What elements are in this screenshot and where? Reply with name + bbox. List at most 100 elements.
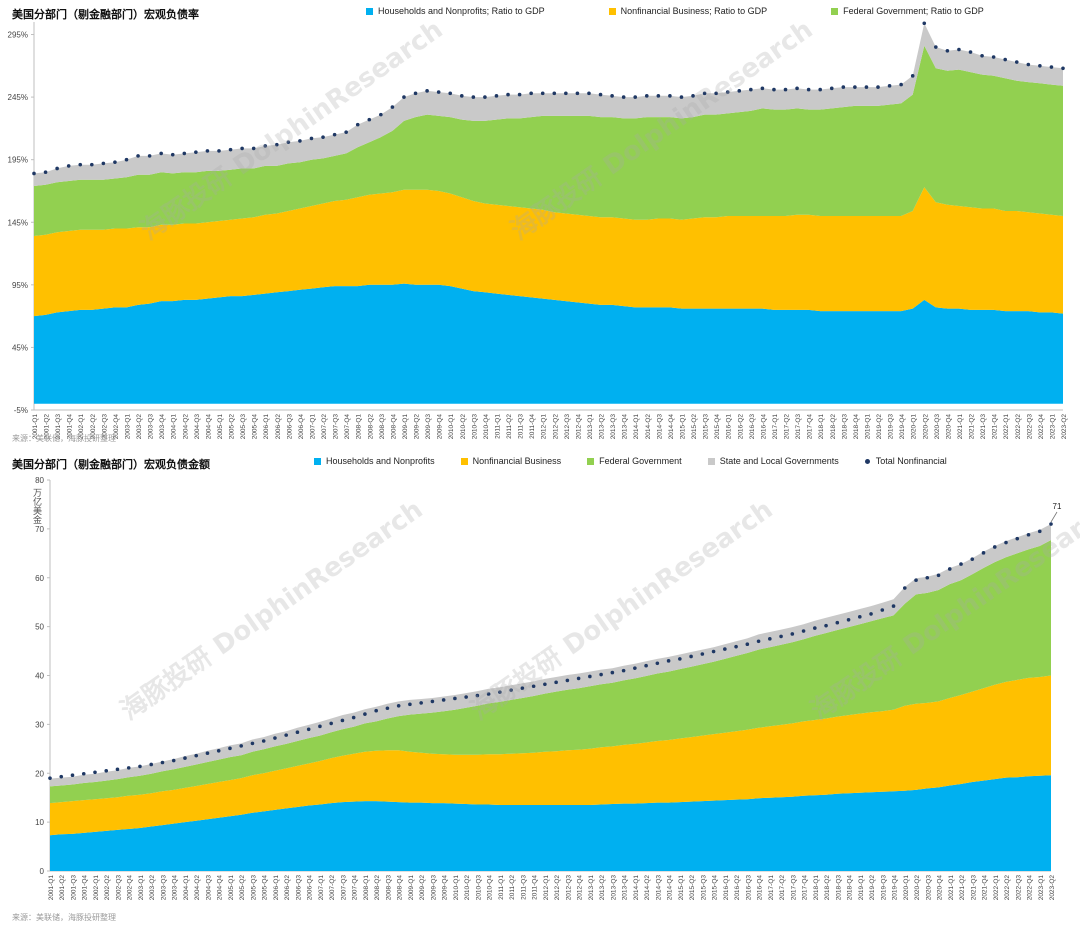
total-marker [689,654,693,659]
x-tick-label: 2015-Q2 [689,875,696,901]
total-marker [1015,536,1020,541]
x-tick-label: 2002-Q2 [104,875,111,901]
x-tick-label: 2002-Q1 [78,414,85,440]
legend-label: Total Nonfinancial [875,456,947,466]
x-tick-label: 2022-Q2 [1004,875,1011,901]
y-tick-label: 70 [35,525,44,534]
total-marker [385,706,390,711]
total-marker [298,139,302,143]
x-tick-label: 2022-Q4 [1027,875,1034,901]
total-marker [598,92,603,97]
x-tick-label: 2014-Q2 [644,875,651,901]
x-tick-label: 2003-Q4 [172,875,179,901]
legend-label: Nonfinancial Business [472,456,562,466]
y-tick-label: 80 [35,476,44,485]
x-tick-label: 2016-Q3 [749,414,756,440]
total-marker [1061,66,1065,71]
total-marker [957,47,961,52]
total-marker [968,50,973,54]
area-households-and-nonprofits-ratio-to-gdp [34,283,1063,404]
total-marker [464,695,468,699]
total-marker [876,85,880,89]
total-marker [910,74,915,78]
legend-swatch [831,7,839,15]
x-tick-label: 2012-Q1 [541,414,548,440]
x-tick-label: 2015-Q4 [712,875,719,901]
x-tick-label: 2013-Q1 [587,414,594,440]
total-marker [453,696,457,701]
total-marker [425,89,429,93]
x-tick-label: 2021-Q4 [992,414,999,440]
x-tick-label: 2008-Q4 [397,875,404,901]
y-axis-unit: 万亿美金 [31,488,41,524]
x-tick-label: 2009-Q2 [414,414,421,440]
total-marker [286,140,291,144]
total-marker [768,637,772,641]
total-marker [869,612,873,616]
total-marker [475,693,480,698]
total-marker [700,652,705,656]
total-marker [575,91,580,96]
x-tick-label: 2009-Q4 [442,875,449,901]
total-marker [914,578,918,582]
x-tick-label: 2010-Q4 [483,414,490,440]
x-tick-label: 2017-Q3 [790,875,797,901]
x-tick-label: 2001-Q4 [67,414,74,440]
x-tick-label: 2003-Q2 [149,875,156,901]
x-tick-label: 2017-Q1 [768,875,775,901]
x-tick-label: 2015-Q3 [700,875,707,901]
x-tick-label: 2011-Q3 [520,875,527,900]
total-marker [633,666,637,670]
x-tick-label: 2005-Q4 [262,875,269,901]
total-marker [126,766,131,770]
x-tick-label: 2016-Q4 [760,414,767,440]
total-marker [306,727,311,732]
x-tick-label: 2016-Q2 [734,875,741,901]
x-tick-label: 2013-Q2 [599,414,606,440]
total-marker [655,661,660,666]
total-marker [531,684,536,689]
total-marker [936,573,941,578]
x-tick-label: 2003-Q1 [138,875,145,901]
x-tick-label: 2005-Q1 [217,414,224,440]
x-tick-label: 2006-Q1 [263,414,270,440]
x-tick-label: 2008-Q1 [356,414,363,440]
x-tick-label: 2013-Q2 [599,875,606,901]
total-marker [829,86,834,91]
total-marker [1003,57,1007,62]
x-tick-label: 2004-Q1 [171,414,178,440]
legend-item-state-local: State and Local Governments [707,456,839,466]
total-marker [656,94,661,98]
x-tick-label: 2012-Q3 [565,875,572,901]
x-tick-label: 2010-Q4 [487,875,494,901]
total-marker [587,91,591,96]
x-tick-label: 2004-Q2 [194,875,201,901]
x-tick-label: 2005-Q4 [252,414,259,440]
total-marker [274,142,279,147]
x-tick-label: 2002-Q4 [113,414,120,440]
total-marker [124,157,129,162]
total-marker [329,721,333,726]
data-label-leader [1050,511,1058,523]
total-marker [947,567,952,571]
total-marker [610,670,615,675]
x-tick-label: 2004-Q2 [182,414,189,440]
x-tick-label: 2006-Q4 [298,414,305,440]
x-tick-label: 2016-Q1 [726,414,733,440]
x-tick-label: 2008-Q4 [390,414,397,440]
x-tick-label: 2008-Q3 [379,414,386,440]
x-tick-label: 2018-Q3 [841,414,848,440]
x-tick-label: 2002-Q2 [90,414,97,440]
total-marker [1004,540,1008,545]
y-tick-label: 10 [35,818,44,827]
x-tick-label: 2017-Q3 [795,414,802,440]
total-marker [55,166,59,171]
x-tick-label: 2015-Q1 [678,875,685,901]
x-tick-label: 2018-Q4 [847,875,854,901]
total-marker [216,748,221,753]
x-tick-label: 2021-Q2 [969,414,976,440]
total-marker [217,149,221,153]
x-tick-label: 2018-Q1 [813,875,820,901]
x-tick-label: 2014-Q3 [656,414,663,440]
x-tick-label: 2011-Q1 [498,875,505,900]
